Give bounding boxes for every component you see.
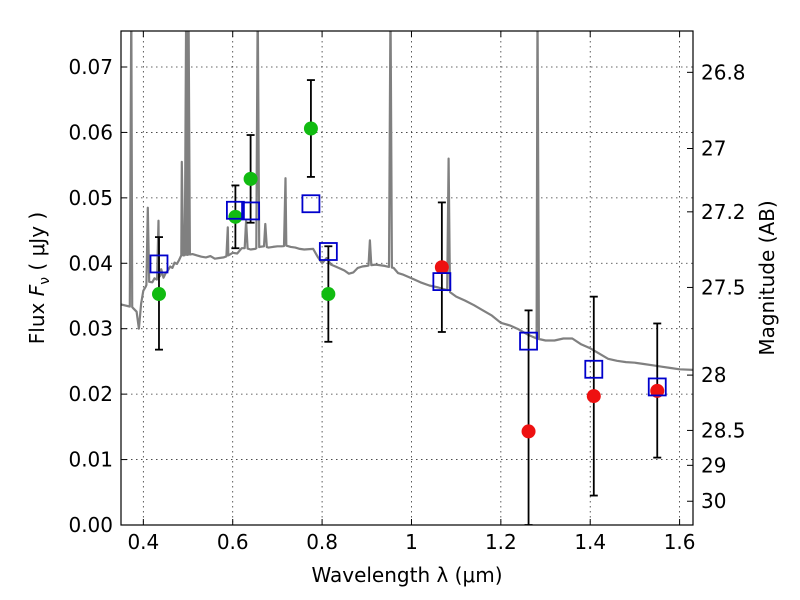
y-tick-label: 0.04 — [68, 251, 113, 275]
model-spectrum — [121, 31, 693, 371]
magnitude-tick-label: 28.5 — [701, 418, 746, 442]
model-photometry-box — [225, 200, 245, 220]
y-label-prefix: Flux — [25, 296, 49, 344]
red-photometry-point — [521, 424, 536, 439]
magnitude-tick-label: 26.8 — [701, 60, 746, 84]
x-tick-label: 0.8 — [306, 530, 338, 554]
x-tick-label: 1 — [405, 530, 418, 554]
model-photometry-box — [584, 359, 604, 379]
magnitude-tick-label: 27.2 — [701, 200, 746, 224]
y-tick-label: 0.02 — [68, 382, 113, 406]
y-label-suffix: ( μJy ) — [25, 212, 49, 277]
magnitude-tick-label: 30 — [701, 489, 726, 513]
data-points — [149, 79, 667, 525]
y-tick-label: 0.01 — [68, 448, 113, 472]
y-axis-ticks: 0.00 0.01 0.02 0.03 0.04 0.05 0.06 0.07 — [68, 55, 127, 537]
magnitude-tick-label: 27 — [701, 136, 726, 160]
magnitude-tick-label: 27.5 — [701, 275, 746, 299]
magnitude-axis-label: Magnitude (AB) — [755, 200, 779, 355]
model-photometry-box — [301, 194, 321, 214]
magnitude-tick-label: 29 — [701, 453, 726, 477]
y-label-symbol: F — [25, 284, 49, 296]
red-photometry-point — [434, 260, 449, 275]
magnitude-axis-ticks: 26.8 27 27.2 27.5 28 28.5 29 30 — [687, 60, 746, 513]
x-axis-label: Wavelength λ (μm) — [311, 563, 502, 587]
green-photometry-point — [228, 209, 243, 224]
model-photometry-box — [519, 331, 538, 351]
y-tick-label: 0.00 — [68, 513, 113, 537]
x-tick-label: 1.2 — [485, 530, 517, 554]
green-photometry-point — [321, 287, 336, 302]
magnitude-tick-label: 28 — [701, 363, 726, 387]
red-photometry-point — [650, 383, 665, 398]
x-tick-label: 0.4 — [127, 530, 159, 554]
model-photometry-box — [432, 272, 452, 291]
plot-frame — [120, 30, 694, 526]
green-photometry-point — [151, 287, 166, 302]
red-photometry-point — [586, 389, 601, 404]
y-axis-label: Flux Fν ( μJy ) — [25, 212, 53, 344]
grid-lines — [121, 31, 693, 526]
x-axis-ticks: 0.4 0.6 0.8 1 1.2 1.4 1.6 — [127, 31, 696, 554]
green-photometry-point — [243, 171, 258, 186]
y-tick-label: 0.05 — [68, 186, 113, 210]
y-tick-label: 0.03 — [68, 317, 113, 341]
x-tick-label: 1.4 — [574, 530, 606, 554]
error-bar — [524, 309, 533, 525]
model-photometry-box — [318, 242, 338, 261]
y-tick-label: 0.07 — [68, 55, 113, 79]
model-photometry-box — [241, 201, 260, 221]
model-spectrum-line — [121, 31, 693, 371]
y-label-subscript: ν — [37, 277, 53, 285]
model-photometry-box — [149, 254, 169, 274]
y-tick-label: 0.06 — [68, 120, 113, 144]
model-photometry-box — [647, 377, 667, 397]
x-tick-label: 1.6 — [664, 530, 696, 554]
green-photometry-point — [303, 121, 318, 136]
x-tick-label: 0.6 — [217, 530, 249, 554]
